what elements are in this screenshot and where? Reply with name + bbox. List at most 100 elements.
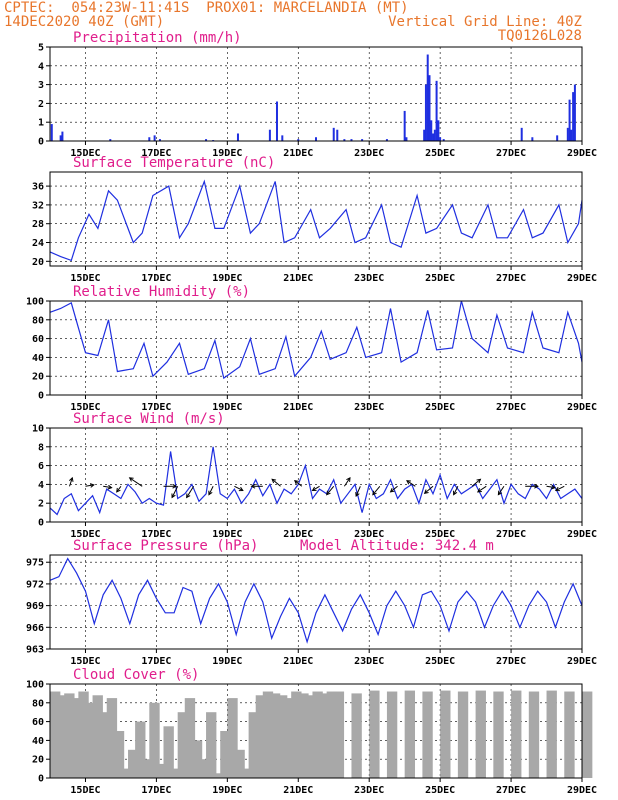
x-tick-label: 27DEC bbox=[496, 402, 526, 413]
cloud-bar bbox=[475, 690, 486, 778]
wind-arrow bbox=[294, 480, 303, 487]
y-tick-label: 32 bbox=[32, 200, 44, 211]
wind-arrow-head bbox=[116, 487, 121, 493]
cloud-bar bbox=[269, 693, 281, 778]
x-tick-label: 17DEC bbox=[141, 656, 171, 667]
y-tick-label: 972 bbox=[26, 579, 44, 590]
cloud-bar bbox=[149, 702, 160, 778]
x-tick-label: 15DEC bbox=[70, 402, 100, 413]
x-tick-label: 17DEC bbox=[141, 785, 171, 796]
x-tick-label: 19DEC bbox=[212, 785, 242, 796]
cloud-bar bbox=[163, 726, 174, 778]
cloud-bar bbox=[305, 695, 316, 778]
y-tick-label: 3 bbox=[38, 80, 44, 91]
precip-bar bbox=[350, 139, 353, 141]
x-tick-label: 21DEC bbox=[283, 656, 313, 667]
wind-arrow bbox=[390, 485, 398, 493]
precip-bar bbox=[361, 139, 364, 141]
cloud-bar bbox=[92, 695, 103, 778]
panel-title: Cloud Cover (%) bbox=[73, 667, 199, 683]
x-tick-label: 29DEC bbox=[567, 402, 597, 413]
cloud-bar bbox=[440, 690, 451, 778]
precip-bar bbox=[50, 124, 53, 141]
precip-bar bbox=[531, 137, 534, 141]
y-tick-label: 40 bbox=[32, 736, 44, 747]
x-tick-label: 29DEC bbox=[567, 529, 597, 540]
cloud-bar bbox=[511, 690, 522, 778]
y-tick-label: 28 bbox=[32, 219, 44, 230]
precip-bar bbox=[59, 135, 62, 141]
precip-bar bbox=[403, 110, 406, 141]
wind-arrow-head bbox=[346, 477, 351, 482]
wind-arrow-head bbox=[550, 484, 556, 490]
wind-arrow bbox=[453, 486, 459, 495]
x-tick-label: 29DEC bbox=[567, 785, 597, 796]
y-tick-label: 975 bbox=[26, 558, 44, 569]
y-tick-label: 969 bbox=[26, 601, 44, 612]
wind-arrow bbox=[69, 477, 73, 487]
wind-arrow bbox=[129, 477, 143, 487]
cloud-bar bbox=[106, 698, 118, 778]
wind-arrow-head bbox=[238, 486, 244, 492]
cloud-bar bbox=[582, 691, 593, 778]
y-tick-label: 966 bbox=[26, 623, 44, 634]
cloud-bar bbox=[227, 698, 238, 778]
wind-arrow bbox=[406, 480, 416, 487]
wind-arrow-head bbox=[271, 478, 277, 484]
precip-bar bbox=[426, 54, 429, 141]
wind-arrow bbox=[186, 486, 195, 498]
wind-arrow-head bbox=[89, 483, 95, 488]
x-tick-label: 15DEC bbox=[70, 273, 100, 284]
wind-arrow-head bbox=[107, 484, 113, 490]
cloud-bar bbox=[78, 691, 89, 778]
y-tick-label: 0 bbox=[38, 518, 44, 529]
plot-frame bbox=[49, 683, 583, 779]
x-tick-label: 21DEC bbox=[283, 529, 313, 540]
cloud-bar bbox=[142, 759, 153, 778]
x-tick-label: 17DEC bbox=[141, 148, 171, 159]
wind-arrow-head bbox=[311, 486, 317, 492]
x-tick-label: 17DEC bbox=[141, 529, 171, 540]
wind-arrow-head bbox=[476, 478, 482, 484]
precip-bar bbox=[442, 139, 445, 141]
y-tick-label: 100 bbox=[26, 680, 44, 691]
x-tick-label: 15DEC bbox=[70, 656, 100, 667]
cloud-bar bbox=[99, 712, 111, 778]
precip-bar bbox=[566, 127, 569, 141]
precip-bar bbox=[275, 101, 278, 141]
x-tick-label: 17DEC bbox=[141, 273, 171, 284]
wind-arrow-head bbox=[250, 483, 256, 489]
precip-bar bbox=[428, 75, 431, 141]
cloud-bar bbox=[546, 690, 557, 778]
y-tick-label: 10 bbox=[32, 424, 44, 435]
precip-bar bbox=[148, 137, 151, 141]
cloud-bar bbox=[50, 691, 61, 778]
cloud-bar bbox=[213, 773, 224, 778]
x-tick-label: 25DEC bbox=[425, 529, 455, 540]
y-tick-label: 1 bbox=[38, 118, 44, 129]
panel-title: Surface Wind (m/s) bbox=[73, 411, 225, 427]
wind-arrow-head bbox=[128, 477, 134, 482]
cloud-bar bbox=[220, 731, 231, 778]
series-line-2 bbox=[49, 300, 583, 380]
precip-bar bbox=[205, 139, 208, 141]
x-tick-label: 23DEC bbox=[354, 656, 384, 667]
cloud-bar bbox=[248, 712, 259, 778]
cloud-bar bbox=[64, 693, 75, 778]
y-tick-label: 5 bbox=[38, 43, 44, 54]
model-altitude: Model Altitude: 342.4 m bbox=[300, 538, 494, 554]
x-tick-label: 21DEC bbox=[283, 785, 313, 796]
cloud-bar bbox=[457, 691, 469, 778]
wind-arrow bbox=[271, 478, 281, 487]
wind-arrow bbox=[471, 478, 481, 487]
panel-1 bbox=[46, 171, 583, 270]
cloud-bar bbox=[71, 698, 82, 778]
y-tick-label: 0 bbox=[38, 391, 44, 402]
x-tick-label: 29DEC bbox=[567, 656, 597, 667]
x-tick-label: 27DEC bbox=[496, 148, 526, 159]
panel-title: Surface Temperature (nC) bbox=[73, 155, 275, 171]
wind-arrow bbox=[171, 486, 179, 498]
wind-arrow bbox=[85, 484, 94, 487]
wind-arrow-head bbox=[389, 487, 395, 493]
